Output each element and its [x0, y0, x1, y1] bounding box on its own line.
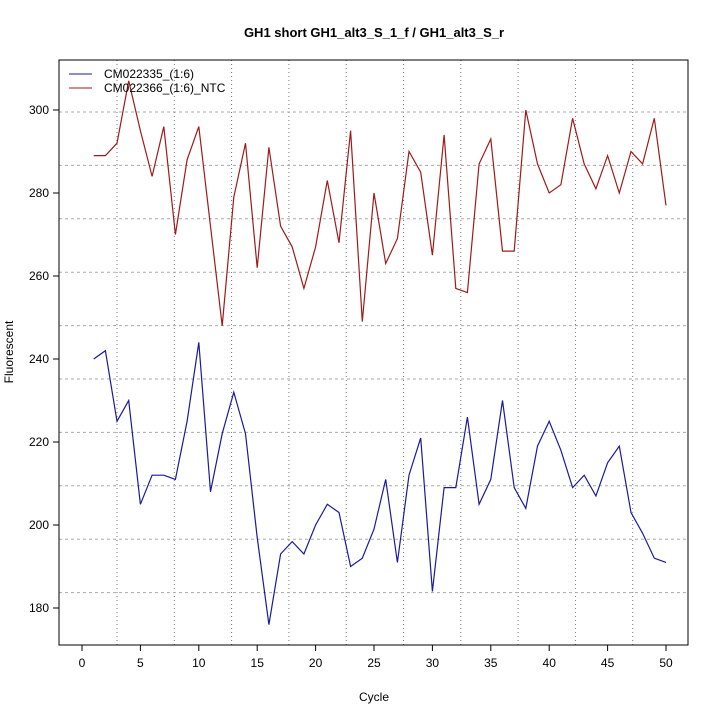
y-tick-label: 240 [29, 352, 49, 366]
legend: CM022335_(1:6) CM022366_(1:6)_NTC [69, 67, 226, 95]
x-tick-label: 0 [79, 656, 86, 670]
series-lines [93, 80, 667, 625]
x-tick-label: 45 [601, 656, 615, 670]
x-axis-label: Cycle [359, 690, 389, 704]
x-tick-label: 20 [309, 656, 323, 670]
y-tick-label: 220 [29, 435, 49, 449]
y-axis-label: Fluorescent [2, 320, 16, 383]
y-tick-label: 180 [29, 601, 49, 615]
y-tick-label: 280 [29, 186, 49, 200]
grid [59, 60, 688, 645]
x-axis: 0 5 10 15 20 25 30 35 40 45 50 [79, 645, 673, 670]
y-axis: 180 200 220 240 260 280 300 [29, 103, 59, 615]
series-line-1 [93, 80, 667, 326]
y-tick-label: 200 [29, 518, 49, 532]
x-tick-label: 50 [659, 656, 673, 670]
legend-label-1: CM022366_(1:6)_NTC [104, 81, 226, 95]
x-tick-label: 40 [543, 656, 557, 670]
x-tick-label: 15 [251, 656, 265, 670]
x-tick-label: 35 [484, 656, 498, 670]
x-tick-label: 25 [367, 656, 381, 670]
y-tick-label: 260 [29, 269, 49, 283]
x-tick-label: 5 [137, 656, 144, 670]
y-tick-label: 300 [29, 103, 49, 117]
x-tick-label: 30 [426, 656, 440, 670]
series-line-0 [93, 342, 667, 625]
x-tick-label: 10 [192, 656, 206, 670]
legend-label-0: CM022335_(1:6) [104, 67, 194, 81]
plot-frame [58, 59, 689, 646]
chart-title: GH1 short GH1_alt3_S_1_f / GH1_alt3_S_r [244, 25, 504, 40]
